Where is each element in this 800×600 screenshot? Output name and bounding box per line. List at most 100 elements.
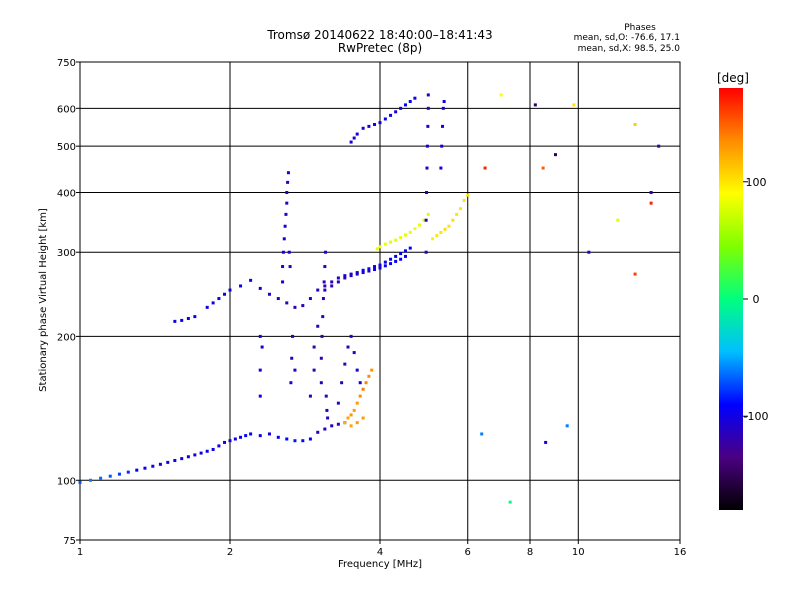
data-point [323,284,327,288]
data-point [199,451,203,455]
data-point [330,280,334,284]
y-tick-label: 750 [57,58,76,69]
data-point [443,227,447,231]
x-tick-label: 2 [227,547,233,558]
x-tick-label: 16 [674,547,687,558]
data-point [399,106,403,110]
data-point [343,362,347,366]
data-point [355,272,359,276]
data-point [587,250,591,254]
data-point [285,437,289,441]
data-point [413,96,417,100]
colorbar-tick-label: 100 [746,176,767,189]
data-point [440,144,444,148]
data-point [276,297,280,301]
data-point [293,305,297,309]
data-point [285,190,289,194]
data-point [228,439,232,443]
data-point [326,416,330,420]
data-point [289,381,293,385]
colorbar-tick-label: 0 [753,293,760,306]
data-point [324,250,328,254]
data-point [346,345,350,349]
data-point [389,240,393,244]
data-point [422,218,426,222]
data-point [285,301,289,305]
data-point [399,236,403,240]
data-point [233,437,237,441]
y-axis-ticks: 75 100 200 300 400 500 600 750 [57,58,80,547]
data-point [649,201,653,205]
data-point [633,272,637,276]
data-point [78,480,82,484]
data-point [483,166,487,170]
data-point [284,212,288,216]
data-point [355,401,359,405]
colorbar-tick-label: -100 [744,410,769,423]
data-point [316,288,320,292]
data-point [151,464,155,468]
data-point [383,117,387,121]
data-point [426,93,430,97]
data-point [276,435,280,439]
data-point [249,278,253,282]
data-point [403,254,407,258]
data-point [321,315,325,319]
data-point [281,250,285,254]
data-point [361,126,365,130]
colorbar-label: [deg] [717,71,749,85]
data-point [373,265,377,269]
data-point [403,249,407,253]
data-point [346,416,350,420]
data-point [258,286,262,290]
data-point [312,368,316,372]
y-tick-label: 400 [57,188,76,199]
data-point [186,455,190,459]
data-point [349,424,353,428]
data-point [441,124,445,128]
data-point [126,470,130,474]
data-point [361,271,365,275]
data-point [426,212,430,216]
x-tick-label: 8 [527,547,533,558]
data-point [426,124,430,128]
data-point [217,444,221,448]
data-point [408,246,412,250]
data-point [394,110,398,114]
data-point [320,334,324,338]
data-point [352,408,356,412]
chart-title-line2: RwPretec (8p) [338,41,422,55]
data-point [553,153,557,157]
data-point [281,280,285,284]
data-point [286,180,290,184]
grid-lines [80,62,680,540]
data-point [258,434,262,438]
data-point [290,356,294,360]
data-point [466,193,470,197]
data-point [424,218,428,222]
data-point [358,394,362,398]
data-point [308,437,312,441]
data-point [336,276,340,280]
data-point [287,250,291,254]
data-point [166,460,170,464]
data-point [117,472,121,476]
data-point [258,394,262,398]
data-point [508,500,512,504]
data-point [367,374,371,378]
data-point [324,394,328,398]
data-point [355,368,359,372]
data-point [336,401,340,405]
data-point [616,218,620,222]
data-point [367,269,371,273]
data-point [260,345,264,349]
data-point [378,245,382,249]
y-tick-label: 500 [57,142,76,153]
data-point [89,478,93,482]
data-point [108,474,112,478]
data-point [288,265,292,269]
data-point [541,166,545,170]
data-point [205,449,209,453]
data-point [462,198,466,202]
